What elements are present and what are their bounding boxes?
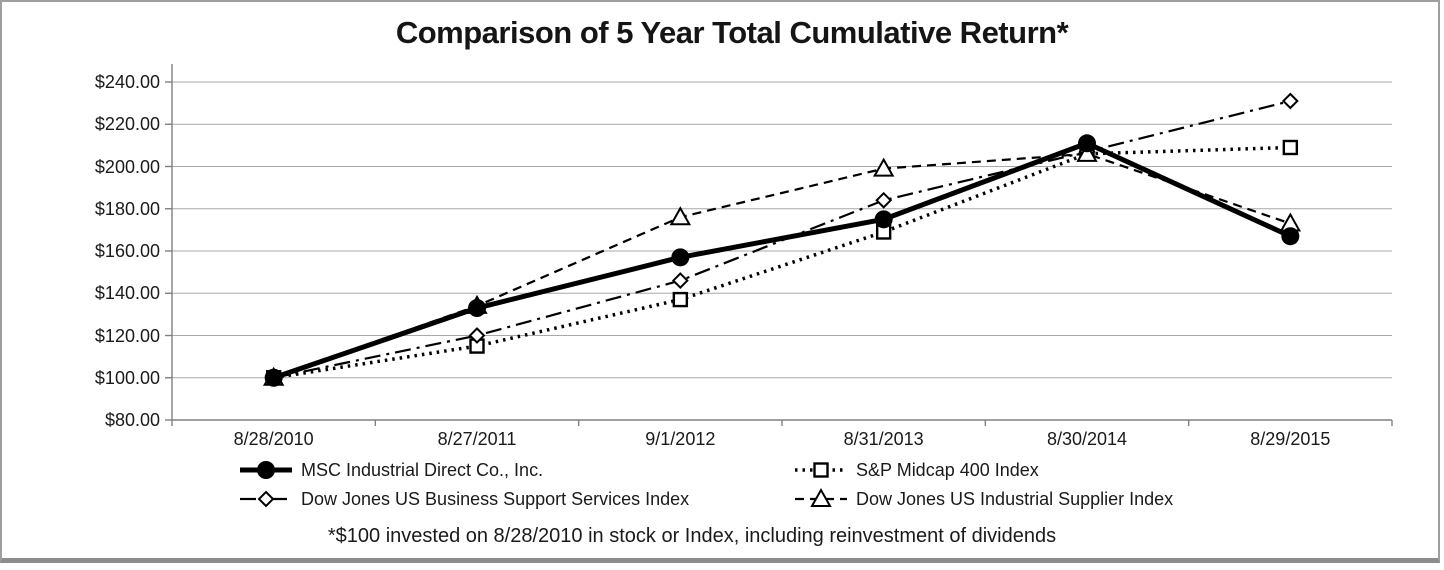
- series-0: [264, 134, 1300, 387]
- y-axis-tick-label: $140.00: [94, 283, 160, 304]
- y-axis-tick-label: $100.00: [94, 367, 160, 388]
- msc-series-sample-icon: [238, 458, 294, 482]
- x-axis-tick-label: 8/29/2015: [1250, 429, 1331, 449]
- legend-item-msc: MSC Industrial Direct Co., Inc.: [238, 457, 543, 483]
- legend-label-sp-midcap: S&P Midcap 400 Index: [856, 459, 1039, 480]
- legend-item-dj-industrial: Dow Jones US Industrial Supplier Index: [793, 486, 1173, 512]
- x-axis-tick-label: 8/28/2010: [233, 429, 314, 449]
- y-axis-tick-label: $180.00: [94, 198, 160, 219]
- y-axis-tick-label: $80.00: [104, 410, 160, 430]
- x-axis-tick-label: 8/31/2013: [843, 429, 924, 449]
- series-1: [265, 139, 1299, 386]
- dj-business-series-sample-icon: [238, 487, 294, 511]
- y-axis-tick-label: $200.00: [94, 156, 160, 177]
- legend-label-dj-business: Dow Jones US Business Support Services I…: [301, 488, 690, 509]
- x-axis-tick-label: 8/30/2014: [1046, 429, 1128, 449]
- legend-item-sp-midcap: S&P Midcap 400 Index: [793, 457, 1039, 483]
- chart-title: Comparison of 5 Year Total Cumulative Re…: [395, 15, 1069, 50]
- chart-footnote: *$100 invested on 8/28/2010 in stock or …: [327, 525, 1057, 547]
- dj-industrial-series-sample-icon: [793, 487, 849, 511]
- y-axis-tick-label: $240.00: [94, 72, 160, 92]
- x-axis-tick-label: 9/1/2012: [645, 429, 716, 449]
- x-axis-tick-label: 8/27/2011: [437, 429, 517, 449]
- sp-midcap-series-sample-icon: [793, 458, 849, 482]
- y-axis-tick-label: $160.00: [94, 241, 160, 261]
- legend-label-dj-industrial: Dow Jones US Industrial Supplier Index: [856, 488, 1174, 509]
- y-axis-tick-label: $220.00: [94, 114, 160, 135]
- series-3: [262, 142, 1302, 386]
- legend-label-msc: MSC Industrial Direct Co., Inc.: [301, 459, 544, 480]
- y-axis-tick-label: $120.00: [94, 325, 160, 346]
- legend-item-dj-business: Dow Jones US Business Support Services I…: [238, 486, 689, 512]
